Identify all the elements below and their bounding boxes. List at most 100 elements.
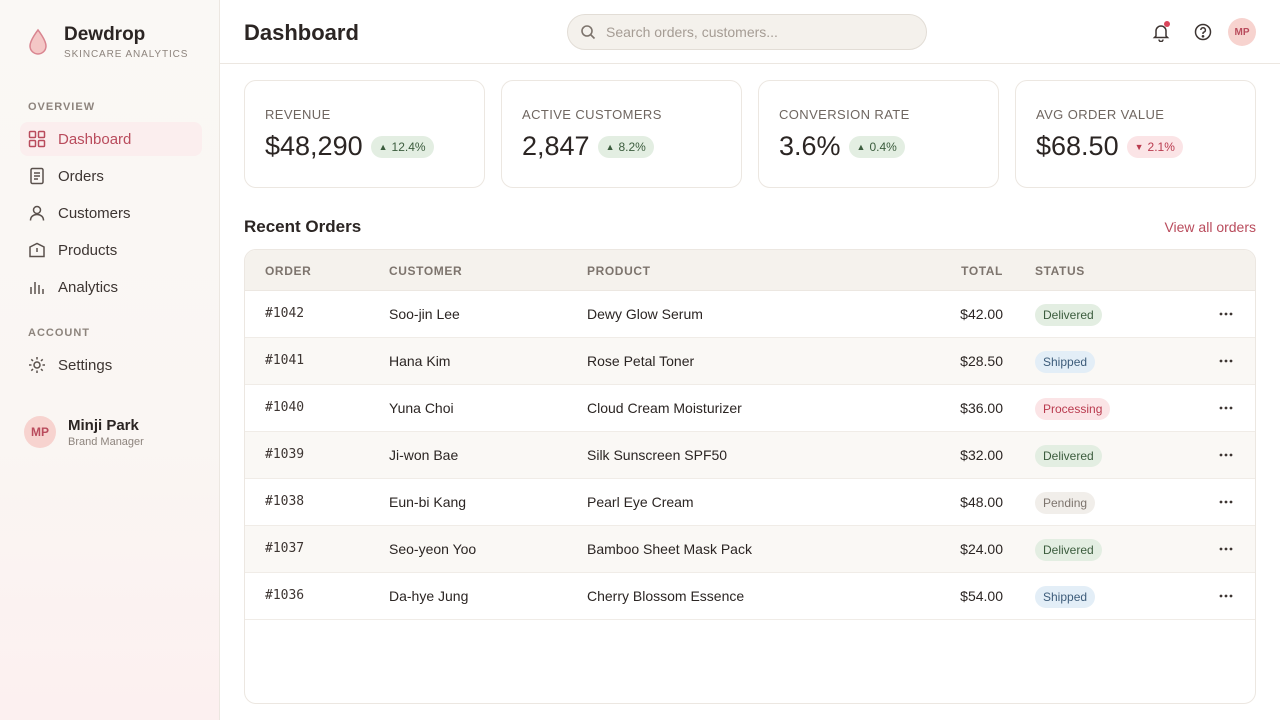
stat-value: 2,847 <box>522 131 590 161</box>
status-cell: Shipped <box>1035 351 1096 373</box>
table-row[interactable]: #1037 Seo-yeon Yoo Bamboo Sheet Mask Pack $… <box>245 526 1255 573</box>
sidebar-item-dashboard[interactable]: Dashboard <box>20 122 202 156</box>
stat-card-revenue: REVENUE $48,290 ▲ 12.4% <box>244 80 485 188</box>
sidebar-item-label: Dashboard <box>58 130 132 148</box>
brand-subtitle: SKINCARE ANALYTICS <box>64 49 189 60</box>
stat-label: AVG ORDER VALUE <box>1036 107 1165 122</box>
droplet-logo-icon <box>29 28 47 55</box>
sidebar-item-orders[interactable]: Orders <box>20 159 202 193</box>
sidebar-item-label: Products <box>58 241 118 259</box>
help-icon <box>1194 23 1212 41</box>
table-row[interactable]: #1042 Soo-jin Lee Dewy Glow Serum $42.00 Del… <box>245 291 1255 338</box>
more-horizontal-icon <box>1219 500 1233 504</box>
order-total: $32.00 <box>960 447 1003 463</box>
order-total: $28.50 <box>960 353 1003 369</box>
nav-section-overview: OVERVIEW <box>28 101 96 113</box>
user-profile[interactable]: MP Minji Park Brand Manager <box>24 416 144 448</box>
user-avatar-button[interactable]: MP <box>1228 18 1256 46</box>
triangle-up-icon: ▲ <box>605 141 615 152</box>
view-all-orders-link[interactable]: View all orders <box>1164 219 1256 235</box>
sidebar-item-customers[interactable]: Customers <box>20 196 202 230</box>
status-badge: Delivered <box>1035 445 1102 467</box>
triangle-down-icon: ▼ <box>1134 141 1144 152</box>
column-header-customer[interactable]: CUSTOMER <box>389 264 463 278</box>
delta-badge: ▲ 12.4% <box>370 135 434 158</box>
search-icon <box>581 25 596 40</box>
bar-chart-icon <box>28 278 46 296</box>
column-header-product[interactable]: PRODUCT <box>587 264 651 278</box>
sidebar-item-products[interactable]: Products <box>20 233 202 267</box>
row-actions-button[interactable] <box>1217 587 1235 605</box>
stat-value: $68.50 <box>1036 131 1119 161</box>
customer-name: Eun-bi Kang <box>389 494 467 510</box>
table-row[interactable]: #1041 Hana Kim Rose Petal Toner $28.50 Shipp… <box>245 338 1255 385</box>
product-name: Rose Petal Toner <box>587 353 695 369</box>
stat-value: 3.6% <box>779 131 841 161</box>
order-id[interactable]: #1040 <box>265 400 305 415</box>
notification-dot <box>1164 21 1170 27</box>
more-horizontal-icon <box>1219 594 1233 598</box>
notifications-button[interactable] <box>1149 20 1173 44</box>
product-name: Pearl Eye Cream <box>587 494 694 510</box>
customer-name: Hana Kim <box>389 353 451 369</box>
triangle-up-icon: ▲ <box>856 141 866 152</box>
row-actions-button[interactable] <box>1217 493 1235 511</box>
order-id[interactable]: #1039 <box>265 447 305 462</box>
avatar: MP <box>24 416 56 448</box>
sidebar-item-analytics[interactable]: Analytics <box>20 270 202 304</box>
row-actions-button[interactable] <box>1217 540 1235 558</box>
more-horizontal-icon <box>1219 453 1233 457</box>
stat-label: REVENUE <box>265 107 331 122</box>
status-cell: Delivered <box>1035 539 1102 561</box>
nav-section-account: ACCOUNT <box>28 327 90 339</box>
stat-label: ACTIVE CUSTOMERS <box>522 107 662 122</box>
customer-name: Ji-won Bae <box>389 447 459 463</box>
order-id[interactable]: #1041 <box>265 353 305 368</box>
status-cell: Processing <box>1035 398 1111 420</box>
order-id[interactable]: #1042 <box>265 306 305 321</box>
row-actions-button[interactable] <box>1217 446 1235 464</box>
delta-badge: ▲ 8.2% <box>597 135 654 158</box>
table-row[interactable]: #1036 Da-hye Jung Cherry Blossom Essence $5… <box>245 573 1255 620</box>
status-cell: Delivered <box>1035 304 1102 326</box>
order-id[interactable]: #1036 <box>265 588 305 603</box>
bell-icon <box>1152 25 1170 42</box>
order-total: $42.00 <box>960 306 1003 322</box>
order-id[interactable]: #1038 <box>265 494 305 509</box>
table-row[interactable]: #1040 Yuna Choi Cloud Cream Moisturizer $36… <box>245 385 1255 432</box>
page-title: Dashboard <box>244 20 359 45</box>
sidebar-item-label: Customers <box>58 204 131 222</box>
more-horizontal-icon <box>1219 359 1233 363</box>
gear-icon <box>28 356 46 374</box>
document-icon <box>28 167 46 185</box>
status-badge: Pending <box>1035 492 1096 514</box>
delta-badge: ▲ 0.4% <box>848 135 905 158</box>
row-actions-button[interactable] <box>1217 305 1235 323</box>
stat-card-avg-order-value: AVG ORDER VALUE $68.50 ▼ 2.1% <box>1015 80 1256 188</box>
product-name: Dewy Glow Serum <box>587 306 703 322</box>
table-row[interactable]: #1038 Eun-bi Kang Pearl Eye Cream $48.00 Pen… <box>245 479 1255 526</box>
row-actions-button[interactable] <box>1217 352 1235 370</box>
column-header-status[interactable]: STATUS <box>1035 264 1085 278</box>
row-actions-button[interactable] <box>1217 399 1235 417</box>
status-badge: Delivered <box>1035 304 1102 326</box>
customer-name: Yuna Choi <box>389 400 454 416</box>
help-button[interactable] <box>1191 20 1215 44</box>
sidebar-item-label: Orders <box>58 167 104 185</box>
customer-name: Soo-jin Lee <box>389 306 460 322</box>
order-total: $24.00 <box>960 541 1003 557</box>
status-badge: Delivered <box>1035 539 1102 561</box>
status-cell: Shipped <box>1035 586 1096 608</box>
table-row[interactable]: #1039 Ji-won Bae Silk Sunscreen SPF50 $32.0… <box>245 432 1255 479</box>
sidebar-item-settings[interactable]: Settings <box>20 348 202 382</box>
column-header-order[interactable]: ORDER <box>265 264 312 278</box>
brand[interactable]: Dewdrop SKINCARE ANALYTICS <box>28 24 188 60</box>
column-header-total[interactable]: TOTAL <box>961 264 1003 278</box>
order-total: $54.00 <box>960 588 1003 604</box>
table-header: ORDER CUSTOMER PRODUCT TOTAL STATUS <box>245 250 1255 291</box>
search-bar[interactable] <box>567 14 927 50</box>
order-id[interactable]: #1037 <box>265 541 305 556</box>
brand-name: Dewdrop <box>64 24 146 45</box>
user-name: Minji Park <box>68 416 139 434</box>
search-input[interactable] <box>606 24 906 40</box>
